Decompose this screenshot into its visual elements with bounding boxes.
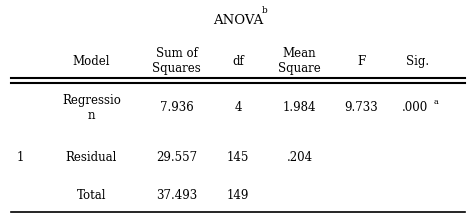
Text: 37.493: 37.493: [156, 189, 197, 202]
Text: a: a: [433, 98, 438, 106]
Text: Mean
Square: Mean Square: [278, 47, 321, 75]
Text: Residual: Residual: [66, 151, 117, 164]
Text: .204: .204: [287, 151, 313, 164]
Text: .000: .000: [402, 102, 428, 114]
Text: 1.984: 1.984: [283, 102, 316, 114]
Text: 145: 145: [227, 151, 249, 164]
Text: ANOVA: ANOVA: [213, 14, 263, 27]
Text: Sum of
Squares: Sum of Squares: [152, 47, 201, 75]
Text: F: F: [357, 55, 365, 68]
Text: 149: 149: [227, 189, 249, 202]
Text: 7.936: 7.936: [159, 102, 193, 114]
Text: 9.733: 9.733: [344, 102, 378, 114]
Text: df: df: [232, 55, 244, 68]
Text: Total: Total: [77, 189, 106, 202]
Text: b: b: [262, 6, 268, 16]
Text: Sig.: Sig.: [406, 55, 429, 68]
Text: Model: Model: [72, 55, 110, 68]
Text: Regressio
n: Regressio n: [62, 94, 121, 122]
Text: 4: 4: [234, 102, 242, 114]
Text: 1: 1: [17, 151, 24, 164]
Text: 29.557: 29.557: [156, 151, 197, 164]
